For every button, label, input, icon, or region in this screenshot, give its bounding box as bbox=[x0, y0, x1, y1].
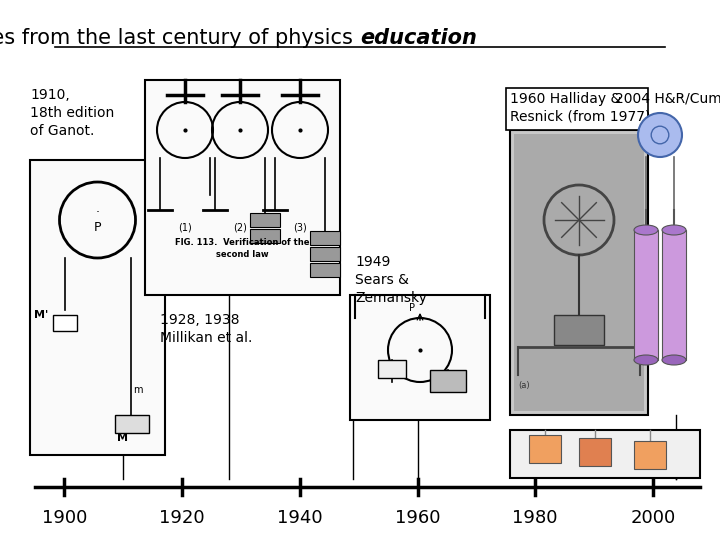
Text: ·
P: · P bbox=[94, 206, 102, 234]
Bar bbox=[506, 88, 648, 130]
Bar bbox=[378, 360, 406, 378]
Text: 1960 Halliday &: 1960 Halliday & bbox=[510, 92, 621, 106]
Text: 1980: 1980 bbox=[513, 509, 558, 527]
Circle shape bbox=[544, 185, 614, 255]
Text: 1940: 1940 bbox=[277, 509, 323, 527]
Text: 1920: 1920 bbox=[159, 509, 205, 527]
Text: :: : bbox=[432, 28, 439, 48]
Text: of Ganot.: of Ganot. bbox=[30, 124, 94, 138]
Text: 18th edition: 18th edition bbox=[30, 106, 114, 120]
Text: m: m bbox=[133, 385, 143, 395]
Text: 2000: 2000 bbox=[630, 509, 675, 527]
Bar bbox=[510, 430, 700, 478]
Text: education: education bbox=[360, 28, 477, 48]
Bar bbox=[554, 315, 604, 345]
Text: Zemansky: Zemansky bbox=[355, 291, 427, 305]
Bar bbox=[430, 370, 466, 392]
Bar bbox=[53, 315, 76, 331]
Bar bbox=[579, 438, 611, 466]
Bar bbox=[514, 134, 644, 411]
Text: 1900: 1900 bbox=[42, 509, 87, 527]
Bar bbox=[30, 160, 165, 455]
Bar bbox=[250, 229, 280, 243]
Text: M': M' bbox=[34, 310, 48, 320]
Bar bbox=[310, 247, 340, 261]
Bar bbox=[510, 130, 648, 415]
Bar bbox=[634, 441, 666, 469]
Text: M: M bbox=[117, 433, 127, 443]
Text: Resnick (from 1977): Resnick (from 1977) bbox=[510, 110, 650, 124]
Bar bbox=[310, 231, 340, 245]
Text: Milestones from the last century of physics: Milestones from the last century of phys… bbox=[0, 28, 360, 48]
Bar bbox=[662, 230, 686, 360]
Text: (1): (1) bbox=[178, 223, 192, 233]
Text: second law: second law bbox=[216, 250, 269, 259]
Text: Resnick (from 1977): Resnick (from 1977) bbox=[510, 110, 650, 124]
Text: 2004 H&R/Cummings: 2004 H&R/Cummings bbox=[615, 92, 720, 106]
Text: FIG. 113.  Verification of the: FIG. 113. Verification of the bbox=[175, 238, 310, 247]
Ellipse shape bbox=[662, 225, 686, 235]
Ellipse shape bbox=[634, 225, 658, 235]
Text: 1910,: 1910, bbox=[30, 88, 70, 102]
Text: 2004 S&Z/Young: 2004 S&Z/Young bbox=[515, 428, 629, 442]
Text: 1928, 1938: 1928, 1938 bbox=[160, 313, 240, 327]
Bar bbox=[310, 263, 340, 277]
Text: 1960: 1960 bbox=[395, 509, 440, 527]
Text: 1960 Halliday &: 1960 Halliday & bbox=[510, 92, 621, 106]
Text: Millikan et al.: Millikan et al. bbox=[160, 331, 253, 345]
Text: Sears &: Sears & bbox=[355, 273, 409, 287]
Text: (3): (3) bbox=[293, 223, 307, 233]
Text: (a): (a) bbox=[518, 381, 530, 390]
Bar bbox=[634, 230, 658, 360]
Ellipse shape bbox=[662, 355, 686, 365]
Bar bbox=[529, 435, 561, 463]
Bar bbox=[250, 213, 280, 227]
Circle shape bbox=[651, 126, 669, 144]
Circle shape bbox=[638, 113, 682, 157]
Bar bbox=[114, 415, 148, 433]
Text: (2): (2) bbox=[233, 223, 247, 233]
Text: 1949: 1949 bbox=[355, 255, 390, 269]
Text: P: P bbox=[409, 303, 415, 313]
Ellipse shape bbox=[634, 355, 658, 365]
Bar bbox=[145, 80, 340, 295]
Bar bbox=[350, 295, 490, 420]
